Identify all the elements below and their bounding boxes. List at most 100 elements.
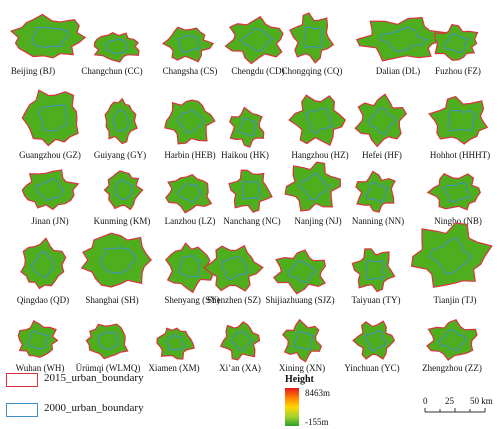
urban-extent-shape	[351, 248, 396, 293]
height-color-ramp	[285, 388, 299, 426]
city-label: Kunming (KM)	[93, 216, 151, 226]
urban-extent-shape	[17, 319, 59, 358]
boundary-2000-outline	[97, 331, 119, 350]
city-map-wlmq	[80, 318, 135, 363]
boundary-2000-outline	[178, 254, 201, 278]
boundary-2015-outline	[426, 318, 478, 361]
scale-tick-25: 25	[445, 396, 454, 406]
city-label: Xi’an (XA)	[219, 363, 261, 373]
swatch-2015-boundary	[6, 373, 38, 387]
boundary-2015-outline	[164, 99, 216, 145]
city-map-qd	[15, 235, 70, 295]
boundary-2000-outline	[27, 330, 50, 350]
urban-extent-shape	[355, 16, 449, 62]
boundary-2000-outline	[438, 329, 466, 352]
swatch-2000-boundary	[6, 403, 38, 417]
boundary-2000-outline	[30, 251, 55, 279]
city-map-km	[100, 165, 145, 215]
boundary-2000-outline	[442, 182, 471, 203]
city-map-xn	[280, 318, 325, 363]
boundary-2015-outline	[103, 170, 144, 211]
boundary-2000-outline	[176, 34, 201, 53]
city-map-cd	[222, 14, 290, 65]
city-map-ty	[350, 245, 398, 295]
boundary-2000-outline	[240, 27, 274, 53]
boundary-2015-outline	[426, 173, 481, 211]
city-map-gz	[15, 83, 90, 153]
boundary-2015-outline	[282, 318, 322, 363]
urban-extent-shape	[354, 93, 408, 148]
scale-bar: 0 25 50 km	[405, 396, 495, 426]
city-label: Hohhot (HHHT)	[429, 150, 491, 160]
boundary-2015-outline	[165, 242, 215, 294]
city-label: Lanzhou (LZ)	[164, 216, 216, 226]
city-label: Changchun (CC)	[81, 66, 143, 76]
boundary-2015-outline	[219, 321, 261, 361]
boundary-2000-outline	[177, 182, 203, 204]
city-label: Fuzhou (FZ)	[435, 66, 481, 76]
boundary-2015-outline	[93, 32, 140, 63]
city-map-tj	[405, 218, 495, 295]
city-map-hz	[288, 91, 348, 149]
city-map-dl	[352, 14, 452, 65]
height-max-label: 8463m	[305, 388, 331, 398]
city-label: Beijing (BJ)	[10, 66, 56, 76]
urban-extent-shape	[289, 12, 335, 64]
urban-extent-shape	[165, 242, 215, 294]
boundary-2000-outline	[220, 256, 248, 281]
urban-extent-shape	[156, 327, 195, 360]
city-label: Yinchuan (YC)	[344, 363, 400, 373]
boundary-2000-outline	[166, 334, 186, 351]
urban-extent-shape	[224, 15, 284, 65]
city-label: Guiyang (GY)	[93, 150, 147, 160]
urban-extent-shape	[21, 89, 79, 147]
boundary-2000-outline	[99, 247, 137, 274]
urban-extent-shape	[164, 99, 216, 145]
city-map-hk	[226, 105, 268, 149]
urban-extent-shape	[228, 169, 273, 213]
city-map-yc	[352, 318, 397, 363]
urban-extent-shape	[202, 244, 264, 292]
city-map-sjz	[270, 248, 332, 295]
boundary-2015-outline	[202, 244, 264, 292]
urban-extent-shape	[284, 161, 341, 212]
city-label: Guangzhou (GZ)	[19, 150, 81, 160]
scale-tick-50: 50 km	[470, 396, 493, 406]
urban-extent-shape	[20, 237, 67, 290]
urban-extent-shape	[165, 174, 213, 214]
boundary-2015-outline	[21, 89, 79, 147]
boundary-2015-outline	[355, 170, 396, 213]
city-label: Hangzhou (HZ)	[291, 150, 349, 160]
city-map-lz	[160, 170, 218, 215]
city-map-nj	[282, 158, 344, 215]
city-map-hf	[352, 93, 410, 149]
boundary-2015-outline	[9, 13, 87, 59]
city-label: Dalian (DL)	[375, 66, 421, 76]
boundary-2000-outline	[364, 329, 386, 352]
urban-extent-shape	[219, 321, 261, 361]
boundary-2015-outline	[80, 232, 153, 288]
city-label: Shanghai (SH)	[85, 295, 139, 305]
urban-extent-shape	[21, 169, 80, 211]
boundary-2015-outline	[165, 174, 213, 214]
boundary-2000-outline	[286, 259, 317, 284]
boundary-legend: 2015_urban_boundary 2000_urban_boundary	[4, 370, 204, 426]
boundary-2000-outline	[305, 107, 334, 134]
city-label: Wuhan (WH)	[15, 363, 65, 373]
boundary-2000-outline	[298, 172, 331, 201]
boundary-2015-outline	[428, 95, 489, 145]
boundary-2000-outline	[429, 237, 473, 275]
boundary-2000-outline	[105, 38, 128, 55]
city-label: Hefei (HF)	[362, 150, 402, 160]
boundary-2015-outline	[20, 237, 67, 290]
boundary-2015-outline	[351, 248, 396, 293]
boundary-2015-outline	[410, 222, 493, 288]
boundary-2015-outline	[352, 320, 396, 360]
boundary-2000-outline	[379, 26, 428, 53]
city-label: Chengdu (CD)	[231, 66, 285, 76]
height-legend-title: Height	[285, 374, 314, 385]
boundary-2000-outline	[302, 26, 324, 49]
boundary-2000-outline	[365, 259, 386, 281]
city-map-wh	[12, 318, 62, 363]
boundary-2000-outline	[230, 330, 254, 351]
